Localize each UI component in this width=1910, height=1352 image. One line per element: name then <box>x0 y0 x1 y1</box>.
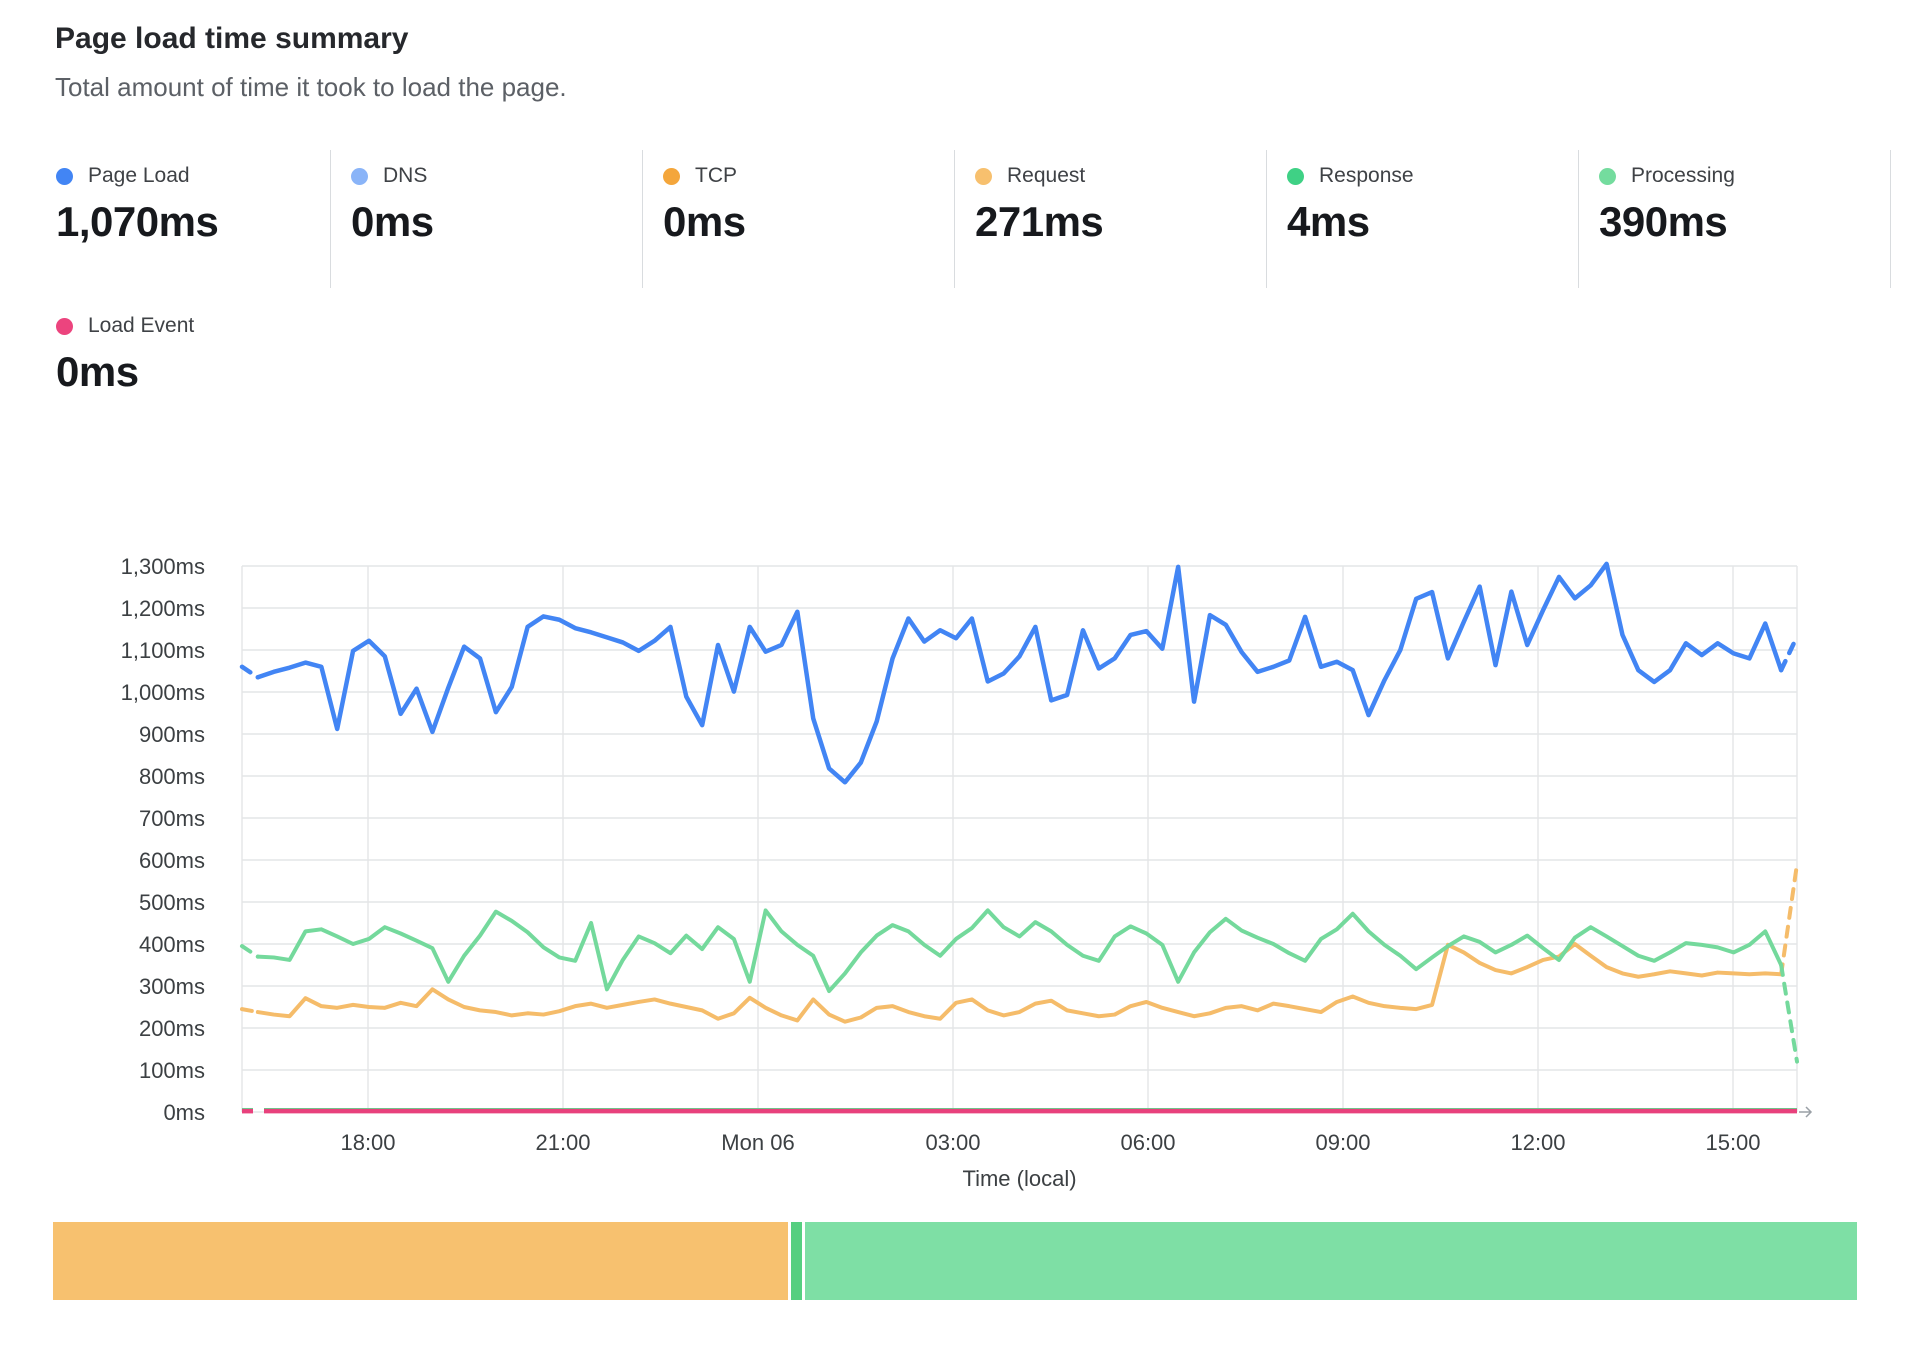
stat-label: Response <box>1319 164 1414 187</box>
x-axis-tick-label: 21:00 <box>535 1130 590 1155</box>
stat-value: 0ms <box>663 198 746 245</box>
legend-stats-row: Page Load 1,070ms DNS 0ms TCP 0ms Reques… <box>44 150 1891 288</box>
series-line-processing-dashed <box>1779 963 1799 1064</box>
x-axis-title: Time (local) <box>962 1166 1076 1191</box>
stat-label: TCP <box>695 164 737 187</box>
request-dot-icon <box>975 167 992 185</box>
y-axis-tick-label: 300ms <box>139 974 205 999</box>
x-axis-tick-label: 06:00 <box>1120 1130 1175 1155</box>
tcp-dot-icon <box>663 167 680 185</box>
series-line-page-load-dashed <box>1778 634 1800 673</box>
stat-label: Processing <box>1631 164 1735 187</box>
stat-value: 390ms <box>1599 198 1728 245</box>
y-axis-tick-label: 800ms <box>139 764 205 789</box>
x-axis-tick-label: 15:00 <box>1705 1130 1760 1155</box>
series-line-page-load-dashed <box>239 664 261 680</box>
series-line-request-dashed <box>1779 862 1799 977</box>
y-axis-tick-label: 500ms <box>139 890 205 915</box>
page-load-time-chart[interactable]: 0ms 100ms 200ms 300ms 400ms 500ms 600ms 700ms 80… <box>0 430 1910 1220</box>
series-line-request <box>255 942 1784 1024</box>
y-axis-tick-label: 400ms <box>139 932 205 957</box>
stat-label: Page Load <box>88 164 190 187</box>
stat-value: 271ms <box>975 198 1104 245</box>
x-axis-tick-label: 03:00 <box>925 1130 980 1155</box>
processing-dot-icon <box>1599 167 1616 185</box>
bar-segment-gap <box>787 1222 791 1300</box>
series-line-processing-dashed <box>240 944 260 959</box>
legend-stats-row-2: Load Event 0ms <box>44 292 331 432</box>
stat-label: Load Event <box>88 314 195 337</box>
series-line-request-dashed <box>240 1007 260 1015</box>
x-axis-tick-label: 12:00 <box>1510 1130 1565 1155</box>
legend-stat-response[interactable]: Response 4ms <box>1267 150 1579 288</box>
legend-stat-request[interactable]: Request 271ms <box>955 150 1267 288</box>
legend-stat-processing[interactable]: Processing 390ms <box>1579 150 1891 288</box>
stat-label: DNS <box>383 164 428 187</box>
y-axis-tick-label: 700ms <box>139 806 205 831</box>
stat-value: 1,070ms <box>56 198 219 245</box>
response-dot-icon <box>1287 167 1304 185</box>
x-axis-tick-label: Mon 06 <box>721 1130 794 1155</box>
y-axis-tick-label: 200ms <box>139 1016 205 1041</box>
y-axis-tick-label: 100ms <box>139 1058 205 1083</box>
series-line-page-load <box>255 561 1784 785</box>
bar-segment-response <box>790 1222 802 1300</box>
bar-segment-processing <box>804 1222 1857 1300</box>
stat-label: Request <box>1007 164 1086 187</box>
x-axis-tick-label: 09:00 <box>1315 1130 1370 1155</box>
y-axis-tick-label: 0ms <box>163 1100 205 1125</box>
x-axis-tick-label: 18:00 <box>340 1130 395 1155</box>
y-axis-tick-label: 1,300ms <box>121 554 205 579</box>
stat-value: 0ms <box>56 348 139 395</box>
series-line-processing <box>255 908 1784 994</box>
legend-stat-page-load[interactable]: Page Load 1,070ms <box>44 150 331 288</box>
stat-value: 0ms <box>351 198 434 245</box>
bar-segment-gap <box>801 1222 805 1300</box>
y-axis-tick-label: 1,100ms <box>121 638 205 663</box>
bar-segment-request <box>53 1222 788 1300</box>
page-load-dot-icon <box>56 167 73 185</box>
timing-distribution-bar <box>53 1222 1857 1300</box>
y-axis-tick-label: 900ms <box>139 722 205 747</box>
y-axis-tick-label: 1,200ms <box>121 596 205 621</box>
y-axis-tick-label: 1,000ms <box>121 680 205 705</box>
legend-stat-load-event[interactable]: Load Event 0ms <box>44 292 331 430</box>
page-title: Page load time summary <box>55 22 409 55</box>
dns-dot-icon <box>351 167 368 185</box>
legend-stat-dns[interactable]: DNS 0ms <box>331 150 643 288</box>
page-subtitle: Total amount of time it took to load the… <box>55 72 567 102</box>
y-axis-tick-label: 600ms <box>139 848 205 873</box>
stat-value: 4ms <box>1287 198 1370 245</box>
legend-stat-tcp[interactable]: TCP 0ms <box>643 150 955 288</box>
load-event-dot-icon <box>56 317 73 335</box>
